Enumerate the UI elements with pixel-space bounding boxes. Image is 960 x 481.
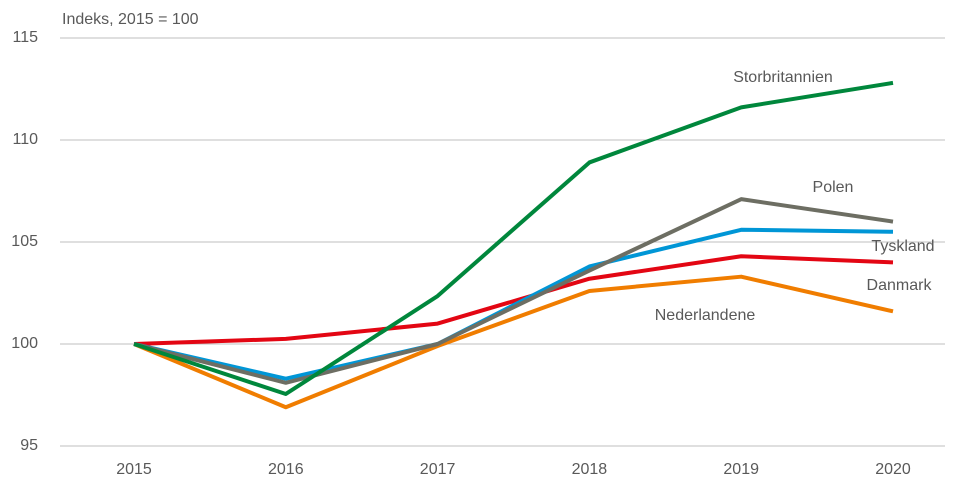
series-label: Storbritannien — [733, 69, 833, 86]
series-line — [133, 227, 894, 381]
x-tick-label: 2015 — [116, 461, 152, 478]
x-tick-label: 2016 — [268, 461, 304, 478]
x-tick-label: 2018 — [572, 461, 608, 478]
y-tick-label: 95 — [20, 437, 38, 454]
x-tick-label: 2020 — [875, 461, 911, 478]
axis-label: Indeks, 2015 = 100 — [62, 11, 199, 28]
series-label: Nederlandene — [655, 307, 756, 324]
x-tick-label: 2019 — [723, 461, 759, 478]
y-tick-label: 110 — [12, 131, 38, 148]
series-line — [133, 80, 894, 396]
y-tick-label: 115 — [12, 29, 38, 46]
series-line — [133, 197, 894, 385]
y-tick-label: 105 — [11, 233, 38, 250]
series-label: Tyskland — [871, 238, 934, 255]
x-tick-label: 2017 — [420, 461, 456, 478]
series-label: Polen — [813, 179, 854, 196]
series-line — [133, 254, 894, 346]
y-tick-label: 100 — [11, 335, 38, 352]
series-label: Danmark — [867, 277, 933, 294]
series-line — [133, 274, 894, 410]
